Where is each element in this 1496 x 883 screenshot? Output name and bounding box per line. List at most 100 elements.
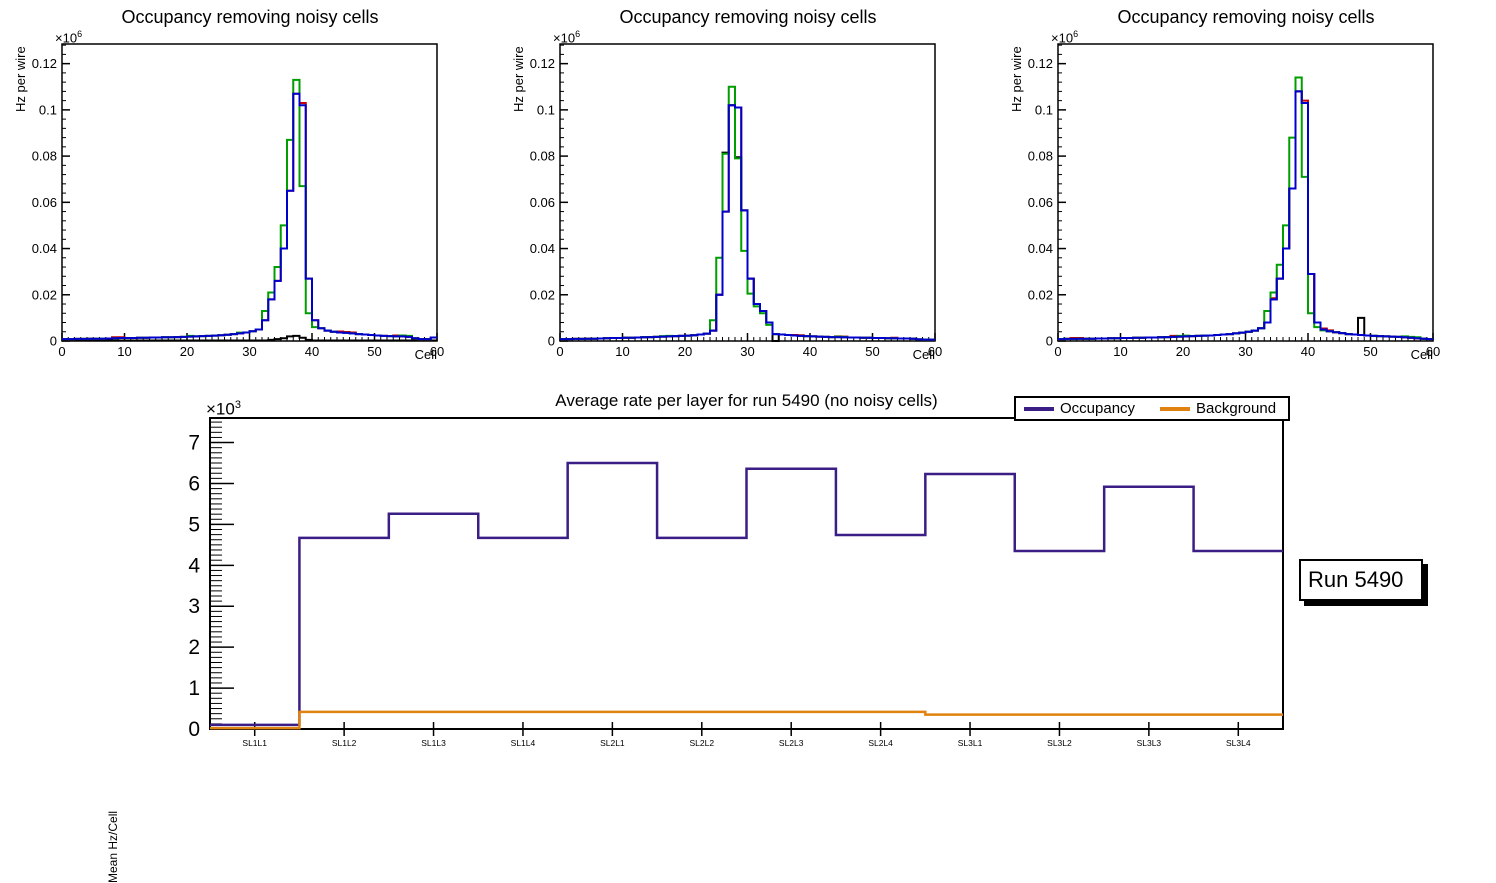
y-tick-label: 7 [188, 432, 200, 455]
axis-frame [61, 43, 438, 342]
series-occupancy [210, 461, 1283, 727]
x-tick-label: 30 [242, 344, 256, 359]
y-tick-label: 0.02 [530, 287, 555, 302]
y-tick-label: 0 [1046, 334, 1053, 349]
y-tick-label: 6 [188, 472, 200, 495]
axis-frame [1057, 43, 1434, 342]
y-tick-label: 0.04 [1028, 241, 1053, 256]
bottom-y-multiplier: ×103 [206, 399, 241, 420]
pad-occupancy-1: Occupancy removing noisy cells Hz per wi… [0, 0, 500, 386]
x-category-label: SL1L3 [421, 738, 446, 748]
chart3-x-axis-label: Cell [1410, 347, 1433, 362]
y-tick-label: 0.04 [530, 241, 555, 256]
y-multiplier-base: ×10 [206, 399, 235, 419]
y-tick-label: 0.06 [530, 195, 555, 210]
y-multiplier-base: ×10 [553, 30, 576, 46]
x-tick-label: 30 [740, 344, 754, 359]
axis-frame [209, 417, 1284, 730]
x-tick-label: 60 [928, 344, 942, 359]
y-multiplier-base: ×10 [1051, 30, 1074, 46]
bottom-y-axis-label: Mean Hz/Cell [106, 810, 120, 883]
run-label-box: Run 5490 [1299, 559, 1423, 601]
legend-item-occupancy: Occupancy [1016, 400, 1152, 417]
series-blue [560, 104, 935, 341]
chart3-y-multiplier: ×106 [1051, 29, 1078, 45]
y-tick-label: 3 [188, 595, 200, 618]
x-category-label: SL2L1 [600, 738, 625, 748]
y-tick-label: 0.08 [530, 149, 555, 164]
x-tick-label: 50 [865, 344, 879, 359]
y-tick-label: 1 [188, 677, 200, 700]
run-label-text: Run 5490 [1308, 567, 1404, 592]
y-multiplier-exponent: 6 [77, 29, 83, 39]
legend-box: Occupancy Background [1014, 396, 1290, 421]
x-category-label: SL3L1 [958, 738, 983, 748]
x-category-label: SL3L3 [1137, 738, 1162, 748]
chart1-title: Occupancy removing noisy cells [121, 7, 379, 27]
x-category-label: SL1L4 [511, 738, 536, 748]
x-tick-label: 30 [1238, 344, 1252, 359]
y-tick-label: 0.12 [32, 56, 57, 71]
series-background [210, 710, 1283, 730]
occupancy-line-swatch [1024, 406, 1054, 411]
x-tick-label: 40 [305, 344, 319, 359]
series-green [1058, 76, 1433, 341]
series-black [62, 334, 437, 342]
x-category-label: SL1L1 [242, 738, 267, 748]
x-tick-label: 50 [1363, 344, 1377, 359]
x-category-label: SL3L4 [1226, 738, 1251, 748]
y-tick-label: 0 [188, 718, 200, 741]
x-category-label: SL1L2 [332, 738, 357, 748]
y-tick-label: 4 [188, 554, 200, 577]
y-tick-label: 0.12 [1028, 56, 1053, 71]
x-tick-label: 20 [180, 344, 194, 359]
chart2-y-multiplier: ×106 [553, 29, 580, 45]
y-tick-label: 0.1 [39, 102, 57, 117]
chart1-y-multiplier: ×106 [55, 29, 82, 45]
y-multiplier-exponent: 6 [575, 29, 581, 39]
chart3-title: Occupancy removing noisy cells [1117, 7, 1375, 27]
x-tick-label: 60 [1426, 344, 1440, 359]
bottom-plot-area: 0 1 2 3 4 5 6 7 SL1L1 SL1L2 SL1L3 SL1L4 SL2L1 SL2L2 SL… [188, 417, 1284, 748]
x-tick-label: 40 [803, 344, 817, 359]
legend-label-background: Background [1196, 400, 1277, 417]
series-red [62, 92, 437, 341]
y-tick-label: 0.06 [32, 195, 57, 210]
series-blue [1058, 90, 1433, 341]
series-green [62, 78, 437, 341]
chart3-plot-area: 0 0.02 0.04 0.06 0.08 0.1 0.12 0 10 20 30 40 50 60 [1028, 43, 1440, 359]
y-tick-label: 0 [548, 334, 555, 349]
series-black [1058, 90, 1433, 341]
y-tick-label: 0.1 [537, 102, 555, 117]
x-category-label: SL2L2 [689, 738, 714, 748]
x-tick-label: 0 [1054, 344, 1061, 359]
y-tick-label: 0.02 [1028, 287, 1053, 302]
y-tick-label: 5 [188, 513, 200, 536]
series-red [1058, 90, 1433, 341]
chart2-x-axis-label: Cell [912, 347, 935, 362]
x-category-label: SL3L2 [1047, 738, 1072, 748]
x-category-label: SL2L4 [868, 738, 893, 748]
axis-frame [559, 43, 936, 342]
x-tick-label: 50 [367, 344, 381, 359]
x-tick-label: 40 [1301, 344, 1315, 359]
chart1-x-axis-label: Cell [414, 347, 437, 362]
chart1-plot-area: 0 0.02 0.04 0.06 0.08 0.1 0.12 0 10 20 30 40 50 60 [32, 43, 444, 359]
y-tick-label: 0.06 [1028, 195, 1053, 210]
x-tick-label: 20 [678, 344, 692, 359]
y-multiplier-exponent: 6 [1073, 29, 1079, 39]
legend-label-occupancy: Occupancy [1060, 400, 1136, 417]
pad-occupancy-3: Occupancy removing noisy cells Hz per wi… [996, 0, 1496, 386]
legend-item-background: Background [1152, 400, 1288, 417]
x-tick-label: 0 [58, 344, 65, 359]
y-tick-label: 2 [188, 636, 200, 659]
x-tick-label: 10 [615, 344, 629, 359]
y-tick-label: 0.1 [1035, 102, 1053, 117]
y-tick-label: 0.08 [1028, 149, 1053, 164]
bottom-chart-title: Average rate per layer for run 5490 (no … [555, 391, 938, 410]
x-tick-label: 10 [1113, 344, 1127, 359]
x-category-label: SL2L3 [779, 738, 804, 748]
pad-occupancy-2: Occupancy removing noisy cells Hz per wi… [498, 0, 998, 386]
chart2-title: Occupancy removing noisy cells [619, 7, 877, 27]
